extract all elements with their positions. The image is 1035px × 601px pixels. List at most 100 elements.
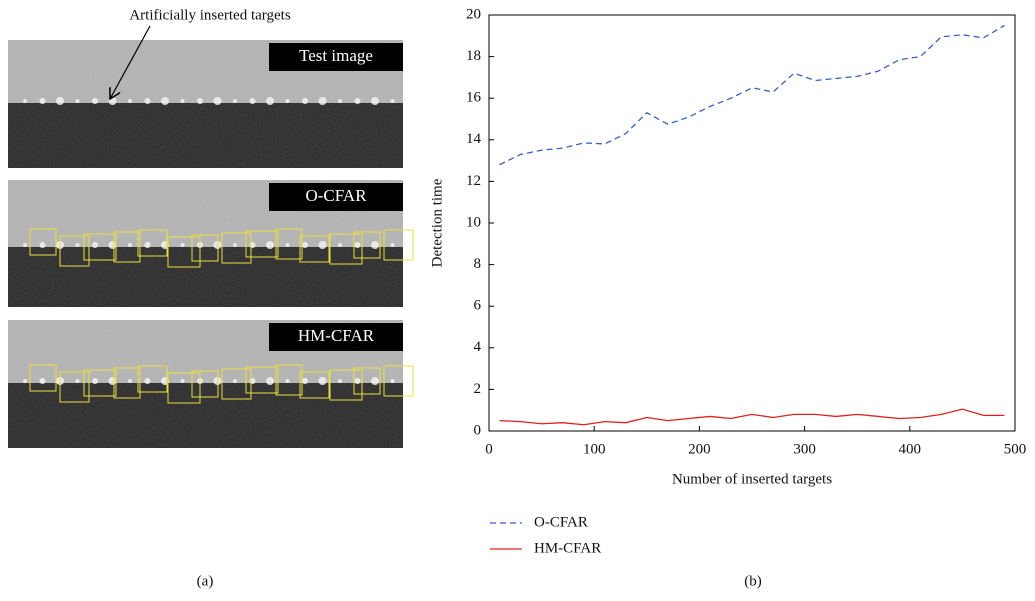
target [144, 378, 151, 384]
detection-box [167, 236, 201, 268]
x-tick-label: 0 [485, 441, 493, 457]
target [39, 242, 46, 248]
image-label: HM-CFAR [298, 326, 375, 345]
y-tick-label: 14 [466, 131, 482, 147]
detection-box [353, 231, 381, 259]
detection-box [299, 235, 330, 263]
target [285, 99, 290, 103]
target [23, 99, 27, 103]
target [180, 379, 185, 383]
target [285, 243, 290, 247]
x-tick-label: 100 [583, 441, 606, 457]
target [249, 98, 256, 104]
detection-box [329, 233, 363, 265]
target [318, 241, 327, 249]
target [75, 99, 80, 103]
y-tick-label: 20 [466, 6, 481, 22]
target [233, 243, 237, 247]
target [390, 379, 395, 383]
target [338, 99, 342, 103]
target [233, 379, 237, 383]
detection-box [29, 364, 57, 392]
x-axis-label: Number of inserted targets [672, 471, 832, 487]
target [390, 243, 395, 247]
y-tick-label: 6 [474, 298, 482, 314]
target [197, 98, 203, 104]
x-tick-label: 300 [793, 441, 816, 457]
label-box [269, 323, 403, 351]
target [338, 243, 342, 247]
detection-box [245, 366, 279, 394]
target [390, 99, 395, 103]
detection-box [29, 228, 57, 256]
y-tick-label: 0 [474, 422, 482, 438]
target [75, 243, 80, 247]
target [128, 379, 132, 383]
detection-box [245, 230, 279, 258]
target [23, 243, 27, 247]
target [108, 241, 117, 249]
label-box [269, 43, 403, 71]
detection-box [383, 365, 414, 397]
y-tick-label: 2 [474, 381, 482, 397]
detection-box [191, 370, 219, 398]
target [128, 99, 132, 103]
target [144, 242, 151, 248]
target [266, 241, 274, 249]
detection-box [299, 371, 330, 399]
target [302, 98, 308, 104]
detection-box [113, 231, 141, 263]
target [92, 98, 98, 104]
image-label: O-CFAR [305, 186, 367, 205]
target [318, 377, 327, 385]
target [233, 99, 237, 103]
target [128, 243, 132, 247]
target [180, 99, 185, 103]
x-tick-label: 400 [899, 441, 922, 457]
target [23, 379, 27, 383]
target [75, 379, 80, 383]
target [285, 379, 290, 383]
target [302, 242, 308, 248]
target [56, 97, 64, 105]
label-box [269, 183, 403, 211]
x-tick-label: 500 [1004, 441, 1027, 457]
target [266, 97, 274, 105]
y-tick-label: 18 [466, 48, 481, 64]
caption: (b) [744, 573, 762, 589]
y-tick-label: 16 [466, 90, 482, 106]
target [371, 241, 379, 249]
detection-box [329, 369, 363, 401]
target [318, 97, 327, 105]
detection-box [83, 233, 117, 261]
legend-label: HM-CFAR [534, 540, 601, 556]
image-label: Test image [299, 46, 373, 65]
target [354, 98, 361, 104]
target [108, 97, 117, 105]
detection-box [137, 229, 168, 257]
chart: 0 100 200 300 400 500 0 2 4 6 8 10 12 14 16 18 20 Number … [429, 6, 1026, 556]
y-tick-label: 12 [466, 173, 481, 189]
detection-box [167, 372, 201, 404]
target [161, 97, 169, 105]
detection-box [221, 232, 252, 264]
annotation-arrow [110, 25, 151, 99]
target [338, 379, 342, 383]
detection-box [59, 371, 90, 403]
detection-box [221, 368, 252, 400]
detection-box [383, 229, 414, 261]
target [180, 243, 185, 247]
detection-box [191, 234, 219, 262]
target [371, 97, 379, 105]
series-line [499, 408, 1005, 426]
detection-box [137, 365, 168, 393]
target [213, 97, 222, 105]
target [354, 378, 361, 384]
target [92, 242, 98, 248]
target [249, 242, 256, 248]
target [266, 377, 274, 385]
series-line [499, 24, 1005, 166]
detection-box [353, 367, 381, 395]
detection-box [59, 235, 90, 267]
